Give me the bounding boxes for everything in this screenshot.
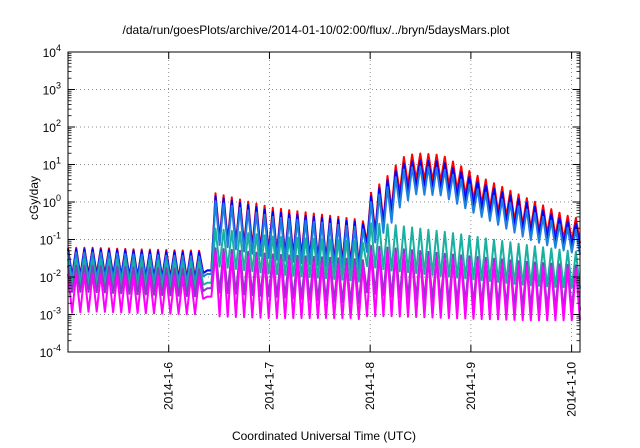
- y-tick-label: 101: [43, 156, 61, 173]
- x-tick-label: 2014-1-7: [262, 362, 276, 410]
- y-tick-label: 10-3: [40, 306, 61, 323]
- y-tick-label: 104: [43, 43, 61, 60]
- x-axis-ticks: 2014-1-6 2014-1-7 2014-1-8 2014-1-9 2014-1-1…: [162, 52, 579, 417]
- x-tick-label: 2014-1-10: [565, 362, 579, 417]
- y-axis-label: cGy/day: [27, 176, 41, 220]
- y-tick-label: 103: [43, 81, 61, 98]
- x-tick-label: 2014-1-6: [162, 362, 176, 410]
- x-tick-label: 2014-1-8: [363, 362, 377, 410]
- y-tick-label: 10-1: [40, 231, 61, 248]
- chart-title: /data/run/goesPlots/archive/2014-01-10/0…: [123, 23, 511, 37]
- y-tick-label: 100: [43, 193, 61, 210]
- y-tick-label: 10-4: [40, 343, 61, 360]
- series-line-6: [67, 250, 581, 322]
- data-series: [67, 152, 581, 322]
- y-tick-label: 102: [43, 118, 61, 135]
- x-axis-label: Coordinated Universal Time (UTC): [232, 429, 416, 443]
- y-axis-ticks: 10-4 10-3 10-2 10-1 100 101 102 103 104: [40, 43, 580, 360]
- x-tick-label: 2014-1-9: [464, 362, 478, 410]
- y-tick-label: 10-2: [40, 268, 61, 285]
